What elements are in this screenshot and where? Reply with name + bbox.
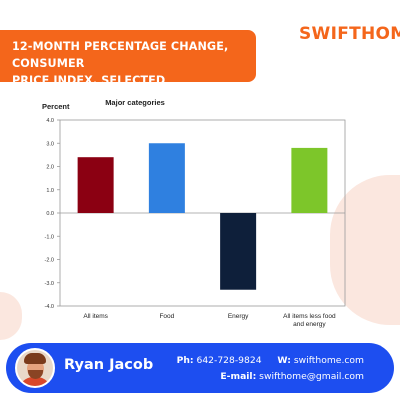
bar-2 [148, 143, 185, 213]
y-tick-label: 4.0 [46, 118, 54, 124]
y-tick-label: -4.0 [45, 304, 54, 310]
bar-chart: Major categories Percent 4.0 3.0 2.0 1.0 0.0 -1… [42, 98, 346, 328]
title-line-1: 12-MONTH PERCENTAGE CHANGE, CONSUMER [12, 40, 229, 70]
chart-title: Major categories [105, 98, 165, 107]
x-tick-label: All items [83, 313, 108, 320]
contact-footer: Ryan Jacob Ph: 642-728-9824 W: swifthome… [6, 343, 394, 393]
person-avatar-icon [15, 348, 55, 388]
y-tick-label: -2.0 [45, 258, 54, 264]
decorative-shape-right [330, 175, 400, 325]
title-banner: 12-MONTH PERCENTAGE CHANGE, CONSUMER PRI… [0, 30, 256, 104]
y-tick-label: 1.0 [46, 188, 54, 194]
email-label: E-mail: [220, 371, 257, 382]
website-link[interactable]: swifthome.com [293, 355, 364, 366]
y-tick-label: 2.0 [46, 165, 54, 171]
y-axis-label: Percent [42, 102, 70, 111]
email-link[interactable]: swifthome@gmail.com [259, 371, 364, 382]
decorative-shape-left [0, 292, 22, 340]
brand-logo: SWIFTHOME [299, 24, 400, 44]
y-tick-label: 3.0 [46, 141, 54, 147]
contact-line-phone-web: Ph: 642-728-9824 W: swifthome.com [177, 355, 364, 366]
x-tick-label: All items less food and energy [283, 313, 336, 328]
phone-label: Ph: [176, 355, 194, 366]
bar-4 [291, 147, 328, 213]
y-tick-label: 0.0 [46, 211, 54, 217]
phone-number[interactable]: 642-728-9824 [196, 355, 262, 366]
bar-3 [220, 213, 257, 290]
bar-1 [77, 157, 114, 213]
person-name: Ryan Jacob [64, 357, 154, 373]
contact-line-email: E-mail: swifthome@gmail.com [220, 371, 364, 382]
x-tick-label: Energy [228, 313, 249, 320]
web-label: W: [277, 355, 291, 366]
y-tick-label: -3.0 [45, 281, 54, 287]
y-tick-label: -1.0 [45, 234, 54, 240]
title-line-2: PRICE INDEX, SELECTED CATEGORIES [12, 74, 166, 104]
x-tick-label: Food [159, 313, 174, 320]
